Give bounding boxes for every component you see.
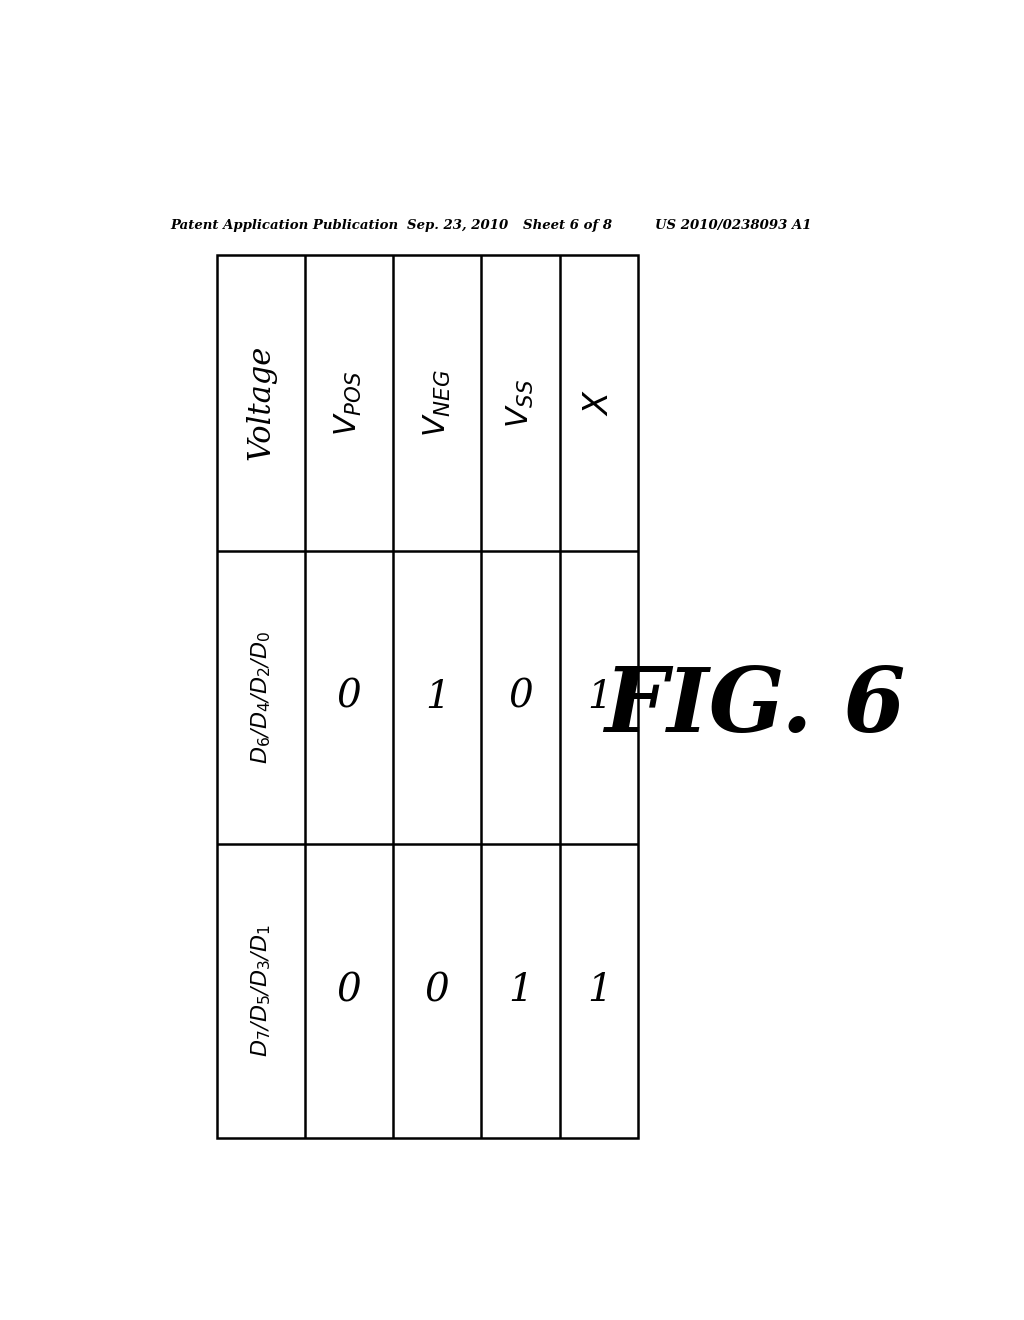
Text: 0: 0 [425,973,450,1010]
Text: FIG. 6: FIG. 6 [604,664,905,751]
Text: 0: 0 [337,678,361,715]
Text: 0: 0 [337,973,361,1010]
Text: 1: 1 [587,973,611,1010]
Text: 0: 0 [509,678,534,715]
Text: $D_6$/$D_4$/$D_2$/$D_0$: $D_6$/$D_4$/$D_2$/$D_0$ [249,631,272,764]
Text: Voltage: Voltage [246,346,276,461]
Text: Patent Application Publication: Patent Application Publication [171,219,398,232]
Text: US 2010/0238093 A1: US 2010/0238093 A1 [655,219,811,232]
Text: Sheet 6 of 8: Sheet 6 of 8 [523,219,612,232]
Text: $V_{\mathit{NEG}}$: $V_{\mathit{NEG}}$ [422,370,453,437]
Text: 1: 1 [509,973,534,1010]
Bar [217,255,638,1138]
Text: 1: 1 [425,678,450,715]
Text: $V_{\mathit{POS}}$: $V_{\mathit{POS}}$ [334,370,365,436]
Text: Sep. 23, 2010: Sep. 23, 2010 [407,219,508,232]
Text: 1: 1 [587,678,611,715]
Text: $D_7$/$D_5$/$D_3$/$D_1$: $D_7$/$D_5$/$D_3$/$D_1$ [249,924,272,1057]
Text: $X$: $X$ [584,389,615,416]
Text: $V_{\mathit{SS}}$: $V_{\mathit{SS}}$ [506,379,537,428]
